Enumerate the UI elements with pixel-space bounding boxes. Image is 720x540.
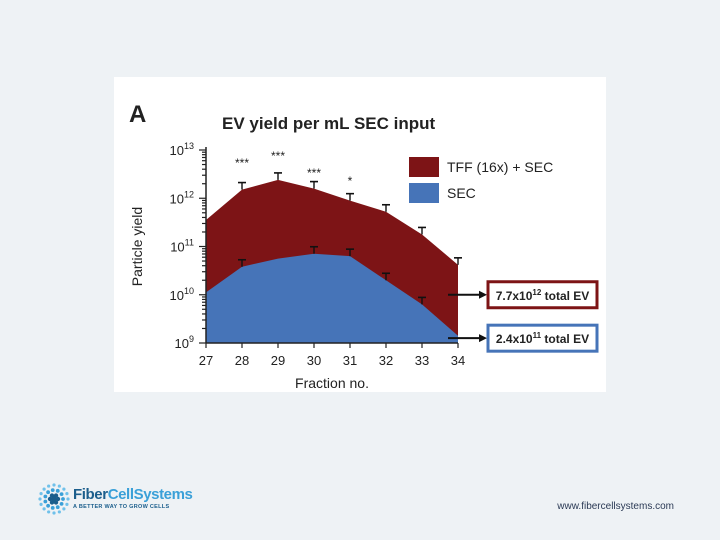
logo-dot [55,488,60,493]
y-tick-exponent: 11 [185,238,194,248]
y-tick-exponent: 12 [184,189,194,199]
x-tick-label: 28 [235,353,249,368]
brand-name-part2: CellSystems [107,486,193,503]
total-coefficient: 7.7x10 [496,289,533,303]
total-arrowhead [479,290,487,299]
total-suffix: total EV [541,289,589,303]
y-tick-base: 10 [170,288,184,303]
logo-dot [52,483,56,487]
x-tick-label: 32 [379,353,393,368]
total-label: 2.4x1011 total EV [496,331,589,346]
total-box [486,280,599,310]
total-suffix: total EV [541,332,589,346]
legend-label: SEC [447,185,476,201]
logo-dot [61,497,65,501]
logo-dot [47,484,51,488]
logo-dot [59,492,64,497]
x-tick-label: 30 [307,353,321,368]
total-label: 7.7x1012 total EV [496,288,590,303]
total-coefficient: 2.4x10 [496,332,533,346]
y-tick-label: 1013 [170,141,194,158]
logo-dot [62,487,66,491]
x-tick-label: 27 [199,353,213,368]
x-tick-label: 31 [343,353,357,368]
panel-label: A [129,101,146,128]
brand-tagline: A BETTER WAY TO GROW CELLS [73,504,170,510]
y-tick-base: 10 [175,336,189,351]
significance-label: *** [307,166,321,180]
logo-dot [51,496,57,502]
logo-dot [57,484,61,488]
y-tick-label: 1011 [170,238,194,255]
significance-label: *** [271,149,285,163]
y-tick-base: 10 [170,143,184,158]
logo-dot [46,503,51,508]
logo-dot [55,496,61,502]
website-url: www.fibercellsystems.com [557,501,674,512]
x-tick-label: 29 [271,353,285,368]
brand-name-part1: Fiber [73,486,108,503]
logo-dot [43,499,48,504]
logo-dot [50,488,55,492]
logo-dot [65,502,69,506]
logo-dot [42,487,46,491]
logo-dot [50,506,55,510]
significance-label: *** [235,156,249,170]
logo-dot [42,507,46,511]
y-tick-exponent: 9 [189,334,194,344]
logo-dot [39,492,43,496]
fibercell-logo-icon [38,483,70,515]
ev-yield-chart: A EV yield per mL SEC input10910101011101… [129,101,599,391]
logo-dot [65,492,69,496]
logo-dot [43,494,48,499]
logo-dot [47,496,53,502]
logo-dot [47,510,51,514]
y-tick-label: 1012 [170,189,194,206]
y-tick-base: 10 [170,191,184,206]
legend-swatch [409,157,439,177]
total-box [486,323,599,353]
total-exponent: 12 [532,288,541,297]
significance-label: * [348,174,353,188]
logo-dot [52,511,56,515]
logo-dot [57,510,61,514]
chart-title: EV yield per mL SEC input [222,114,436,133]
total-arrowhead [479,334,487,343]
logo-dot [55,505,60,510]
total-exponent: 11 [533,331,542,340]
y-tick-exponent: 13 [184,141,194,151]
legend-swatch [409,183,439,203]
logo-dot [66,497,70,501]
logo-dot [39,502,43,506]
x-tick-label: 34 [451,353,465,368]
y-tick-exponent: 10 [184,286,194,296]
logo-dot [62,507,66,511]
y-tick-label: 109 [175,334,194,351]
y-tick-base: 10 [170,240,184,255]
y-axis-title: Particle yield [129,207,145,286]
brand-name: FiberCellSystems [73,486,193,503]
logo-dot [59,501,64,506]
x-axis-title: Fraction no. [295,375,369,391]
figure-panel: A EV yield per mL SEC input 109 1010 1011 101… [114,77,606,392]
legend-label: TFF (16x) + SEC [447,159,553,175]
series-area-sec [206,253,458,343]
x-tick-label: 33 [415,353,429,368]
y-tick-label: 1010 [170,286,194,303]
logo-dot [38,497,42,501]
logo-dot [46,490,51,495]
